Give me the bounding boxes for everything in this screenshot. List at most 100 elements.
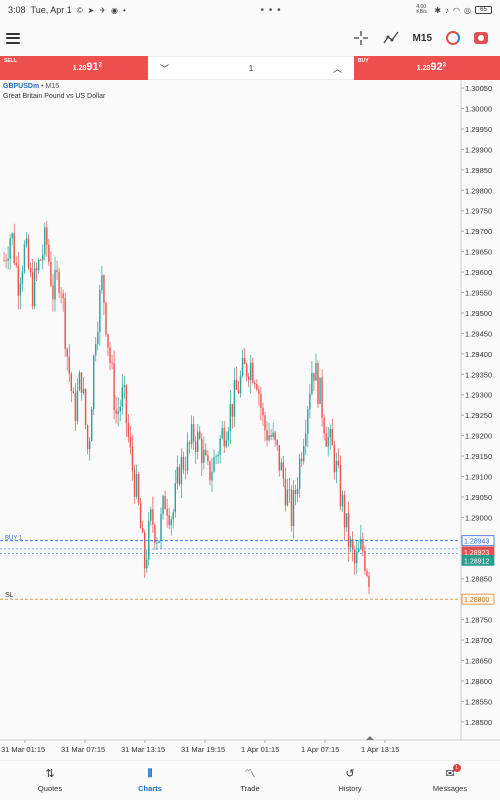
- current-time-marker: [366, 736, 374, 740]
- candle-body: [72, 390, 75, 394]
- tab-label: History: [338, 784, 362, 793]
- price-axis-label: 1.28750: [465, 616, 492, 625]
- candle-body: [11, 233, 13, 239]
- time-axis-label: 1 Apr 07:15: [301, 745, 339, 754]
- price-axis-label: 1.29550: [465, 289, 492, 298]
- objects-icon[interactable]: [383, 30, 399, 46]
- lot-size-value[interactable]: 1: [248, 63, 254, 73]
- timeframe-selector[interactable]: M15: [412, 32, 432, 44]
- candle-body: [182, 456, 185, 470]
- sell-button[interactable]: SELL 1.28912: [0, 56, 148, 80]
- candle-body: [93, 355, 95, 410]
- lot-size-control: ﹀ 1 ︿: [148, 56, 354, 80]
- candle-body: [252, 362, 254, 383]
- candle-body: [5, 260, 7, 261]
- price-axis-label: 1.29100: [465, 473, 492, 482]
- candle-body: [186, 442, 189, 471]
- candle-body: [25, 238, 28, 245]
- price-axis-label: 1.28700: [465, 636, 492, 645]
- price-axis-label: 1.29000: [465, 513, 492, 522]
- eye-icon: ◎: [464, 5, 471, 15]
- candle-body: [247, 376, 250, 381]
- menu-icon[interactable]: [6, 32, 20, 44]
- candle-body: [323, 417, 325, 434]
- candle-body: [58, 272, 60, 293]
- candle-body: [292, 490, 295, 527]
- candle-body: [309, 394, 311, 410]
- candle-body: [233, 380, 236, 417]
- candle-body: [74, 393, 77, 422]
- candle-body: [113, 363, 115, 410]
- candle-body: [305, 433, 307, 446]
- candle-body: [78, 372, 81, 391]
- candle-body: [44, 227, 46, 255]
- candle-body: [107, 334, 109, 348]
- sell-price: 1.28912: [72, 61, 102, 73]
- candle-body: [152, 509, 154, 525]
- candle-body: [156, 542, 158, 544]
- tab-quotes[interactable]: ⇅ Quotes: [0, 761, 100, 800]
- candle-body: [48, 244, 50, 262]
- indicators-icon[interactable]: [446, 31, 460, 45]
- candle-body: [274, 432, 276, 441]
- tab-trade[interactable]: 〽 Trade: [200, 761, 300, 800]
- candle-body: [209, 461, 211, 481]
- candle-body: [103, 275, 105, 303]
- ask-price-tag: [461, 554, 495, 566]
- candle-body: [290, 489, 293, 527]
- buy-line-label: BUY 1: [5, 536, 23, 542]
- time-axis-label: 31 Mar 19:15: [181, 745, 225, 754]
- trade-line-icon: 〽: [244, 768, 256, 780]
- time-axis-label: 31 Mar 01:15: [1, 745, 45, 754]
- candle-body: [88, 441, 91, 450]
- candle-body: [146, 559, 148, 569]
- chart-description: Great Britain Pound vs US Dollar: [3, 93, 106, 100]
- price-chart[interactable]: 1.30050 1.30000 1.29950 1.29900 1.29850 1.298…: [0, 80, 500, 760]
- price-axis-label: 1.29150: [465, 452, 492, 461]
- mute-icon: ♪: [445, 5, 450, 15]
- lot-decrease-chevron-down-icon[interactable]: ﹀: [160, 63, 170, 74]
- buy-button[interactable]: BUY 1.28923: [354, 56, 500, 80]
- candle-body: [272, 432, 274, 437]
- game-icon: ◉: [111, 5, 119, 15]
- candle-body: [80, 372, 83, 393]
- candle-body: [250, 362, 252, 381]
- candle-body: [127, 423, 130, 437]
- candle-body: [319, 377, 321, 404]
- candle-body: [215, 456, 217, 458]
- candle-body: [199, 431, 201, 439]
- tab-history[interactable]: ↺ History: [300, 761, 400, 800]
- candle-body: [282, 462, 285, 480]
- candle-body: [358, 548, 360, 552]
- time-axis-label: 31 Mar 13:15: [121, 745, 165, 754]
- candle-body: [298, 458, 301, 489]
- candle-body: [158, 540, 160, 543]
- price-axis-label: 1.29900: [465, 145, 492, 154]
- price-axis-label: 1.29450: [465, 329, 492, 338]
- crosshair-icon[interactable]: [353, 30, 369, 46]
- candlestick-chart[interactable]: 1.30050 1.30000 1.29950 1.29900 1.29850 1.298…: [0, 80, 500, 760]
- price-axis-label: 1.28500: [465, 718, 492, 727]
- candle-body: [119, 406, 121, 412]
- wifi-icon: ◠: [453, 5, 460, 15]
- account-icon[interactable]: [474, 32, 488, 44]
- lot-increase-chevron-up-icon[interactable]: ︿: [332, 63, 342, 74]
- candle-body: [17, 265, 20, 296]
- candle-body: [364, 550, 366, 571]
- bluetooth-icon: ✱: [434, 5, 442, 15]
- candle-body: [35, 268, 38, 271]
- candle-body: [190, 424, 193, 445]
- candle-body: [227, 431, 230, 441]
- candle-body: [351, 539, 354, 550]
- candle-body: [262, 407, 264, 416]
- tab-charts[interactable]: ⦀ Charts: [100, 761, 200, 800]
- candle-body: [143, 532, 146, 569]
- notification-badge: 1: [452, 764, 461, 772]
- history-clock-icon: ↺: [345, 768, 355, 780]
- candle-body: [264, 415, 266, 431]
- candle-body: [172, 512, 174, 520]
- tab-messages[interactable]: ✉ 1 Messages: [400, 761, 500, 800]
- candle-body: [76, 390, 79, 422]
- candle-body: [64, 298, 66, 349]
- candle-body: [213, 457, 215, 472]
